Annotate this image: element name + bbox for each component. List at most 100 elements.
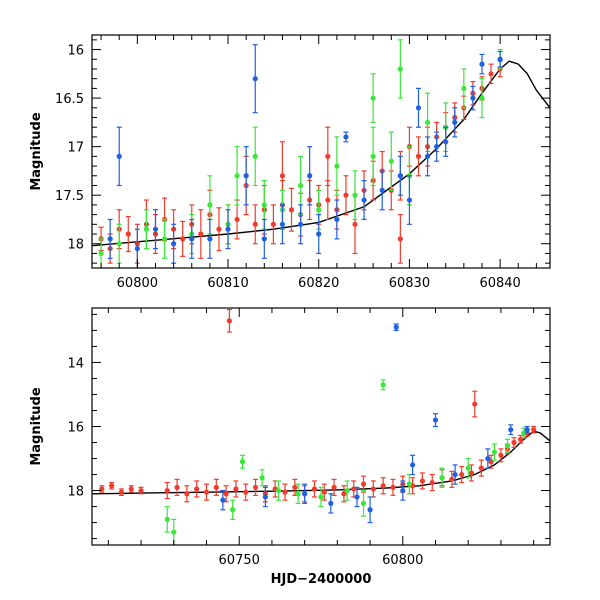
- marker: [318, 494, 324, 500]
- marker: [360, 500, 367, 506]
- marker: [432, 417, 439, 423]
- x-axis-title: HJD−2400000: [271, 572, 372, 587]
- data-point-red: [472, 390, 478, 418]
- data-point-green: [352, 170, 358, 221]
- y-tick-label: 17: [67, 141, 84, 156]
- data-point-blue: [107, 218, 113, 259]
- marker: [184, 491, 190, 497]
- data-point-blue: [262, 486, 268, 508]
- marker: [424, 119, 431, 125]
- data-point-blue: [189, 218, 195, 259]
- marker: [379, 187, 385, 193]
- marker: [225, 226, 231, 232]
- data-point-blue: [152, 209, 159, 250]
- data-point-green: [275, 480, 282, 501]
- marker: [125, 231, 131, 237]
- data-point-red: [128, 485, 134, 493]
- data-point-red: [226, 309, 232, 333]
- marker: [419, 478, 426, 484]
- marker: [370, 95, 376, 101]
- marker: [470, 95, 476, 101]
- data-point-blue: [252, 44, 258, 114]
- data-point-red: [118, 488, 125, 496]
- data-point-red: [360, 475, 367, 493]
- data-point-red: [109, 481, 115, 490]
- series-blue: [107, 44, 503, 268]
- marker: [198, 231, 204, 237]
- marker: [207, 202, 213, 208]
- marker: [216, 226, 222, 232]
- marker: [328, 500, 334, 506]
- marker: [479, 61, 485, 67]
- marker: [138, 487, 144, 494]
- data-point-blue: [452, 107, 458, 138]
- marker: [292, 484, 298, 490]
- marker: [307, 173, 313, 179]
- data-point-green: [406, 473, 412, 495]
- marker: [239, 459, 246, 465]
- marker: [252, 76, 258, 82]
- data-point-red: [243, 483, 249, 501]
- marker: [341, 491, 347, 497]
- marker: [360, 481, 367, 487]
- marker: [128, 486, 134, 492]
- y-tick-label: 16: [67, 421, 84, 436]
- x-tick-label: 60800: [382, 553, 423, 568]
- data-point-green: [491, 443, 497, 461]
- data-point-green: [234, 146, 240, 206]
- marker: [223, 491, 229, 497]
- marker: [461, 85, 467, 91]
- marker: [234, 173, 240, 179]
- data-point-green: [143, 209, 150, 250]
- marker: [203, 489, 210, 495]
- data-point-red: [468, 464, 475, 482]
- marker: [259, 475, 265, 481]
- data-point-green: [370, 73, 376, 123]
- y-tick-label: 16: [67, 44, 84, 59]
- data-point-blue: [452, 464, 458, 485]
- data-point-green: [161, 218, 168, 259]
- marker: [485, 455, 491, 462]
- data-point-blue: [479, 53, 485, 75]
- data-point-red: [390, 478, 396, 496]
- marker: [390, 484, 396, 490]
- data-point-green: [164, 505, 170, 533]
- marker: [194, 486, 200, 492]
- data-point-red: [194, 480, 200, 498]
- x-tick-label: 60840: [479, 276, 520, 291]
- data-point-blue: [302, 483, 308, 504]
- marker: [343, 134, 349, 140]
- data-point-red: [252, 204, 258, 245]
- data-point-red: [449, 470, 455, 488]
- x-tick-label: 60750: [219, 553, 260, 568]
- data-point-red: [321, 483, 327, 501]
- marker: [452, 471, 458, 478]
- data-point-blue: [497, 50, 503, 68]
- marker: [468, 470, 475, 476]
- x-tick-label: 60800: [117, 276, 158, 291]
- y-tick-label: 17.5: [55, 189, 84, 204]
- data-point-red: [341, 485, 347, 503]
- marker: [282, 489, 288, 495]
- marker: [524, 427, 530, 433]
- data-point-blue: [485, 448, 491, 469]
- data-point-green: [388, 131, 394, 191]
- data-point-blue: [261, 218, 267, 259]
- marker: [478, 465, 484, 471]
- y-axis-title: Magnitude: [29, 112, 44, 191]
- data-point-blue: [343, 131, 349, 143]
- data-point-red: [125, 215, 131, 253]
- plot-frame: [91, 34, 551, 269]
- marker: [424, 153, 431, 159]
- marker: [504, 443, 511, 449]
- marker: [334, 163, 340, 169]
- data-point-green: [259, 469, 265, 487]
- marker: [380, 382, 386, 388]
- data-point-blue: [243, 146, 249, 206]
- data-point-blue: [297, 204, 304, 245]
- marker: [393, 324, 399, 330]
- marker: [220, 497, 226, 503]
- data-point-red: [311, 480, 318, 498]
- data-point-red: [203, 483, 210, 501]
